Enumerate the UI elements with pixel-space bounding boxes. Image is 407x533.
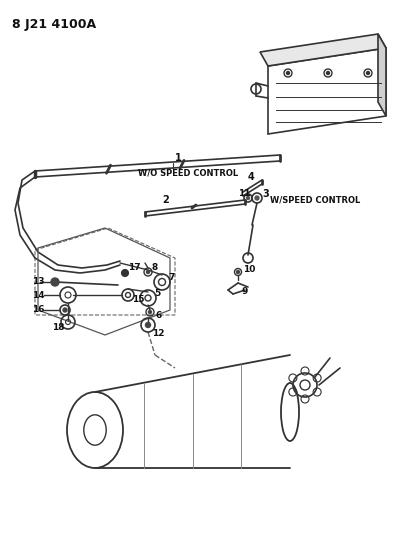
Circle shape — [247, 197, 249, 199]
Text: 3: 3 — [262, 189, 269, 199]
Text: 4: 4 — [248, 172, 255, 182]
Polygon shape — [268, 48, 386, 134]
Circle shape — [147, 271, 149, 273]
Text: 10: 10 — [243, 265, 255, 274]
Text: 6: 6 — [155, 311, 161, 319]
Text: 2: 2 — [162, 195, 169, 205]
Text: 11: 11 — [238, 190, 250, 198]
Polygon shape — [260, 34, 386, 66]
Circle shape — [236, 271, 239, 273]
Text: 8 J21 4100A: 8 J21 4100A — [12, 18, 96, 31]
Text: 14: 14 — [32, 290, 45, 300]
Circle shape — [366, 71, 370, 75]
Circle shape — [51, 278, 59, 286]
Text: 17: 17 — [128, 263, 141, 272]
Text: 15: 15 — [132, 295, 144, 304]
Circle shape — [326, 71, 330, 75]
Ellipse shape — [84, 415, 106, 445]
Text: 13: 13 — [32, 278, 44, 287]
Text: 8: 8 — [151, 263, 157, 272]
Text: 12: 12 — [152, 328, 164, 337]
Ellipse shape — [67, 392, 123, 468]
Text: 1: 1 — [175, 153, 182, 163]
Circle shape — [255, 196, 259, 200]
Text: 5: 5 — [154, 289, 160, 298]
Circle shape — [149, 311, 151, 313]
Circle shape — [287, 71, 289, 75]
Text: 18: 18 — [52, 322, 64, 332]
Circle shape — [145, 322, 151, 327]
Polygon shape — [378, 34, 386, 116]
Text: W/SPEED CONTROL: W/SPEED CONTROL — [270, 196, 360, 205]
Circle shape — [122, 270, 129, 277]
Circle shape — [63, 308, 67, 312]
Text: 9: 9 — [242, 287, 248, 296]
Text: 7: 7 — [168, 272, 174, 281]
Text: W/O SPEED CONTROL: W/O SPEED CONTROL — [138, 168, 238, 177]
Text: 16: 16 — [32, 305, 44, 314]
Ellipse shape — [281, 383, 299, 441]
